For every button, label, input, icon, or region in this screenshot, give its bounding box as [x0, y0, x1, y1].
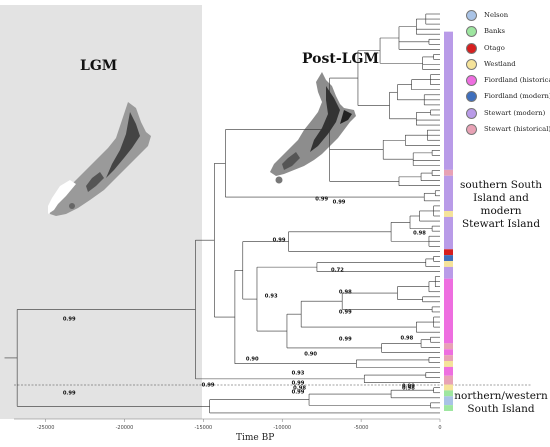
- clade-label-line: northern/western: [454, 390, 548, 402]
- legend-swatch: [466, 75, 477, 87]
- support-value: 0.99: [292, 381, 305, 387]
- legend-label: Nelson: [484, 11, 509, 19]
- support-value: 0.98: [339, 290, 352, 296]
- support-value: 0.99: [63, 317, 76, 323]
- color-band: [444, 31, 453, 170]
- x-tick-label: 0: [438, 425, 441, 431]
- clade-label-line: Stewart Island: [461, 218, 541, 230]
- color-band: [444, 216, 453, 250]
- x-tick-label: -10000: [273, 425, 291, 431]
- legend-swatch: [466, 10, 477, 21]
- color-band: [444, 384, 453, 391]
- clade-label-line: South Island: [467, 403, 535, 415]
- legend-label: Fiordland (historical): [484, 76, 550, 85]
- color-band: [444, 169, 453, 176]
- color-band: [444, 255, 453, 262]
- legend-label: Westland: [484, 59, 516, 68]
- color-band: [444, 266, 453, 279]
- support-value: 0.99: [333, 200, 346, 206]
- lgm-shaded-region: [0, 5, 202, 419]
- support-value: 0.98: [413, 231, 426, 237]
- support-value: 0.99: [292, 390, 305, 396]
- color-band: [444, 375, 453, 385]
- color-band: [444, 249, 453, 256]
- post-lgm-map: [270, 72, 356, 184]
- time-axis: -25000 -20000 -15000 -10000 -5000 0: [14, 418, 442, 431]
- clade-label-line: Island and modern: [473, 192, 529, 217]
- color-band: [444, 390, 453, 397]
- color-band: [444, 366, 453, 376]
- color-band: [444, 175, 453, 212]
- legend-swatch: [466, 107, 477, 119]
- lgm-title: LGM: [80, 58, 118, 74]
- color-band: [444, 343, 453, 350]
- northern-clade-label: northern/western South Island: [452, 390, 550, 416]
- support-values: 0.990.990.980.990.990.720.980.930.990.99…: [63, 197, 426, 397]
- support-value: 0.90: [304, 352, 317, 358]
- color-band: [444, 261, 453, 267]
- color-band: [444, 355, 453, 362]
- legend-label: Otago: [484, 43, 505, 52]
- support-value: 0.99: [202, 383, 215, 389]
- color-band: [444, 405, 453, 411]
- legend-label: Fiordland (modern): [484, 92, 550, 101]
- post-lgm-title: Post-LGM: [302, 51, 379, 67]
- x-axis-title: Time BP: [236, 433, 275, 443]
- support-value: 0.93: [292, 371, 305, 377]
- support-value: 0.99: [273, 238, 286, 244]
- support-value: 0.98: [402, 386, 415, 392]
- phylogenetic-tree: [4, 13, 532, 414]
- support-value: 0.72: [331, 268, 344, 274]
- x-tick-label: -15000: [194, 425, 212, 431]
- support-value: 0.90: [246, 357, 259, 363]
- x-tick-label: -5000: [354, 425, 369, 431]
- legend-swatch: [466, 42, 477, 54]
- legend-swatch: [466, 124, 477, 136]
- support-value: 0.93: [265, 294, 278, 300]
- clade-label-line: southern South: [459, 179, 543, 191]
- legend-swatch: [466, 58, 477, 70]
- legend-label: Stewart (modern): [484, 108, 546, 117]
- color-band: [444, 349, 453, 356]
- support-value: 0.99: [402, 384, 415, 390]
- support-value: 0.99: [339, 310, 352, 316]
- color-band: [444, 278, 453, 344]
- lgm-map: [48, 102, 151, 216]
- support-value: 0.99: [339, 337, 352, 343]
- x-tick-label: -20000: [116, 425, 134, 431]
- support-value: 0.99: [63, 391, 76, 397]
- color-band: [444, 361, 453, 367]
- support-value: 0.99: [315, 197, 328, 203]
- legend-swatch: [466, 91, 477, 103]
- color-band: [444, 211, 453, 217]
- support-value: 0.98: [400, 336, 413, 342]
- support-value: 0.98: [293, 386, 306, 392]
- x-tick-label: -25000: [37, 425, 55, 431]
- population-color-bar: [444, 31, 453, 411]
- legend-label: Stewart (historical): [484, 125, 550, 134]
- southern-clade-label: southern South Island and modern Stewart…: [452, 179, 550, 231]
- legend-swatch: [466, 26, 477, 38]
- legend-label: Banks: [484, 27, 506, 36]
- color-band: [444, 396, 453, 406]
